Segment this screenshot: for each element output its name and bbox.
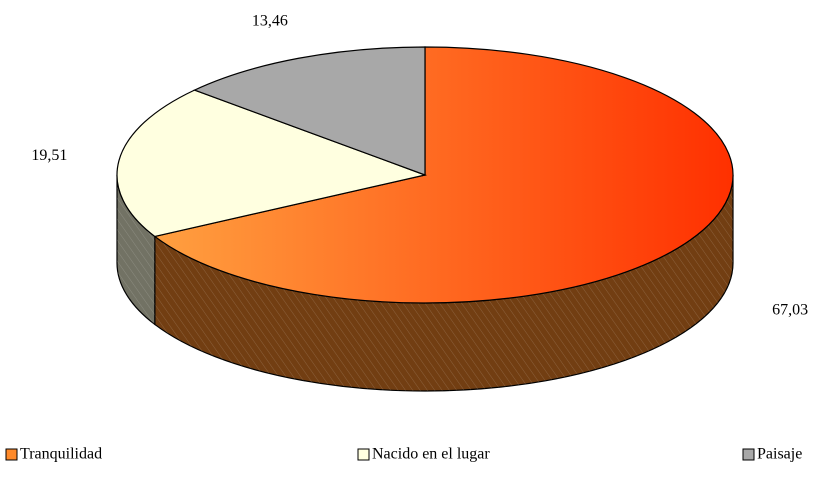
data-label: 19,51 — [31, 147, 67, 164]
legend-label: Nacido en el lugar — [372, 446, 490, 463]
legend-label: Paisaje — [757, 446, 802, 463]
slice — [192, 46, 426, 176]
slice-side-hatch — [117, 175, 155, 325]
legend-swatch — [5, 448, 18, 461]
slice — [153, 46, 734, 304]
legend-swatch — [742, 448, 755, 461]
data-label: 13,46 — [252, 12, 288, 29]
data-label: 67,03 — [772, 301, 808, 318]
legend-swatch — [357, 448, 370, 461]
slice-side-hatch — [154, 175, 733, 392]
slice — [116, 89, 428, 238]
legend-label: Tranquilidad — [20, 446, 102, 463]
